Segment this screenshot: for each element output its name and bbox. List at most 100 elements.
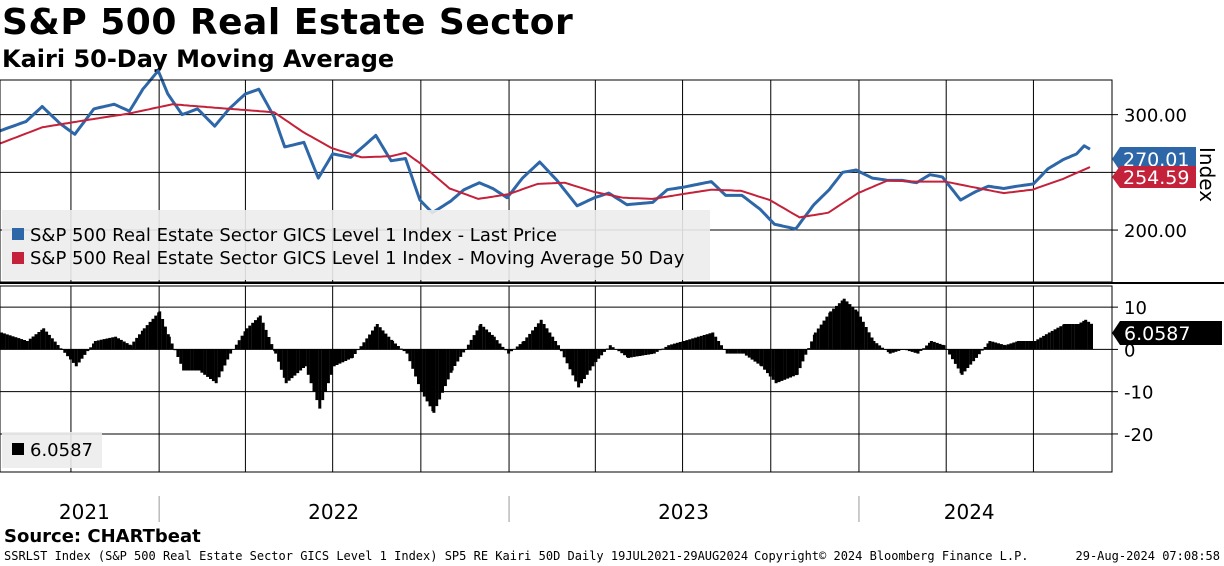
y-tick-label-upper: 200.00 [1124, 221, 1187, 242]
kairi-bar [945, 349, 949, 350]
kairi-bar [173, 349, 177, 351]
y-tick-label-upper: 300.00 [1124, 106, 1187, 127]
kairi-bar [419, 349, 423, 392]
kairi-bar [562, 349, 566, 358]
kairi-bar [972, 349, 976, 362]
kairi-bar [980, 349, 984, 351]
y-axis-title-index: Index [1195, 147, 1219, 202]
chart-title: S&P 500 Real Estate Sector [2, 2, 574, 43]
kairi-bar [722, 349, 726, 350]
kairi-bar [525, 337, 529, 350]
kairi-bar [399, 348, 403, 350]
kairi-bar [861, 321, 865, 350]
kairi-bar [375, 324, 379, 350]
kairi-bar [154, 315, 158, 350]
kairi-bar [50, 338, 54, 350]
kairi-bar [1074, 324, 1078, 350]
kairi-bar [1047, 332, 1051, 350]
kairi-bar [594, 349, 598, 363]
kairi-bar [14, 337, 18, 350]
kairi-bar [835, 305, 838, 350]
chart-subtitle: Kairi 50-Day Moving Average [2, 45, 395, 73]
kairi-bar [485, 329, 489, 350]
kairi-bar [1036, 339, 1040, 350]
kairi-bar [756, 349, 760, 364]
kairi-bar [694, 337, 698, 350]
kairi-bar [1033, 341, 1037, 350]
kairi-bar [290, 349, 294, 379]
kairi-bar [891, 349, 895, 353]
value-tag-last-price-text: 270.01 [1123, 149, 1189, 171]
kairi-bar [600, 349, 604, 356]
kairi-bar [611, 347, 615, 350]
kairi-bar [807, 348, 811, 350]
kairi-bar [559, 349, 563, 352]
kairi-bar [699, 335, 703, 350]
kairi-bar [206, 349, 210, 377]
kairi-bar [691, 338, 695, 350]
kairi-bar [518, 344, 522, 350]
kairi-bar [956, 349, 960, 369]
kairi-bar [629, 349, 633, 358]
kairi-bar [747, 349, 751, 358]
kairi-bar [1090, 323, 1093, 350]
kairi-bar [462, 349, 466, 353]
kairi-bar [966, 349, 970, 368]
kairi-bar [40, 329, 44, 350]
kairi-bar [988, 341, 992, 350]
kairi-bar [469, 339, 473, 350]
kairi-bar [69, 349, 72, 360]
kairi-bar [335, 349, 339, 365]
kairi-bar [59, 348, 63, 350]
kairi-bar [647, 349, 651, 355]
kairi-bar [214, 349, 218, 384]
kairi-bar [910, 349, 914, 352]
kairi-bar [875, 343, 879, 350]
kairi-bar [381, 330, 385, 350]
copyright-note: Copyright© 2024 Bloomberg Finance L.P. [754, 549, 1029, 563]
kairi-bar [717, 341, 721, 350]
legend-label-last-price: S&P 500 Real Estate Sector GICS Level 1 … [30, 225, 557, 246]
kairi-bar [394, 343, 397, 350]
kairi-bar [435, 349, 439, 407]
kairi-bar [0, 332, 3, 350]
kairi-bar [531, 330, 535, 350]
kairi-bar [102, 339, 106, 350]
kairi-bar [1066, 324, 1069, 350]
kairi-bar [479, 324, 483, 350]
kairi-bar [548, 332, 552, 350]
kairi-bar [119, 339, 123, 350]
kairi-bar [321, 349, 325, 401]
kairi-bar [1087, 321, 1091, 350]
kairi-bar [1028, 341, 1032, 350]
kairi-bar [617, 349, 621, 352]
kairi-bar [203, 349, 207, 375]
kairi-bar [791, 349, 795, 377]
kairi-bar [8, 335, 12, 350]
kairi-bar [396, 346, 400, 350]
kairi-bar [80, 349, 84, 359]
kairi-bar [783, 349, 787, 380]
kairi-bar [571, 349, 575, 376]
kairi-bar [840, 300, 844, 350]
kairi-bar [287, 349, 291, 381]
kairi-bar [638, 349, 642, 356]
kairi-bar [883, 349, 887, 350]
kairi-bar [453, 349, 457, 366]
kairi-bar [17, 338, 21, 350]
kairi-bar [5, 334, 9, 350]
kairi-bar [644, 349, 648, 355]
kairi-bar [574, 349, 578, 382]
kairi-bar [211, 349, 215, 382]
lower-panel-frame [0, 285, 1113, 473]
kairi-bar [512, 348, 516, 350]
kairi-bar [760, 349, 764, 367]
kairi-bar [1042, 335, 1046, 350]
kairi-bar [187, 349, 191, 371]
kairi-bar [507, 349, 511, 354]
kairi-bar [132, 341, 136, 350]
kairi-bar [1079, 322, 1083, 350]
kairi-bar [347, 349, 350, 360]
kairi-bar [786, 349, 790, 379]
kairi-bar [711, 332, 715, 350]
